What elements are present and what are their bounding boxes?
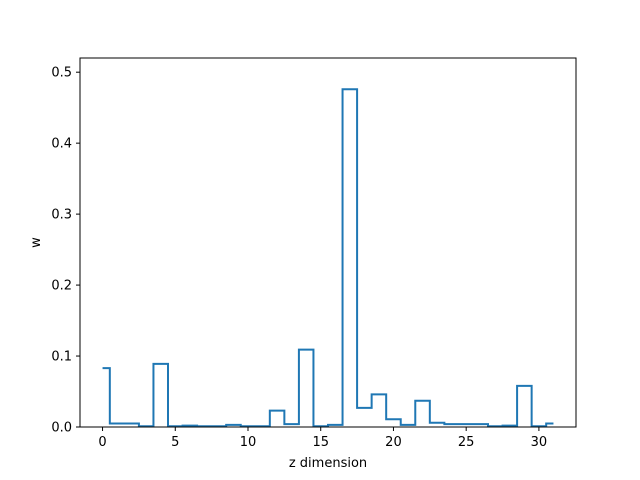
y-tick-label: 0.5 [51,66,72,81]
x-tick-label: 30 [531,435,548,450]
x-tick-label: 10 [240,435,257,450]
x-tick-label: 0 [98,435,106,450]
y-tick-label: 0.4 [51,137,72,152]
x-axis-label: z dimension [289,456,367,471]
axes-frame [79,57,577,428]
y-tick-label: 0.2 [51,279,72,294]
y-tick-label: 0.3 [51,208,72,223]
x-tick-label: 25 [458,435,475,450]
y-tick-label: 0.1 [51,350,72,365]
x-tick-label: 15 [312,435,329,450]
ticks: 0 5 10 15 20 25 30 0.0 0.1 0.2 0.3 0.4 0.5 [51,66,547,450]
y-axis-label: w [29,237,44,248]
series-step-line [102,88,554,428]
plot-area [102,88,554,428]
x-tick-label: 20 [385,435,402,450]
x-tick-label: 5 [171,435,179,450]
y-tick-label: 0.0 [51,421,72,436]
